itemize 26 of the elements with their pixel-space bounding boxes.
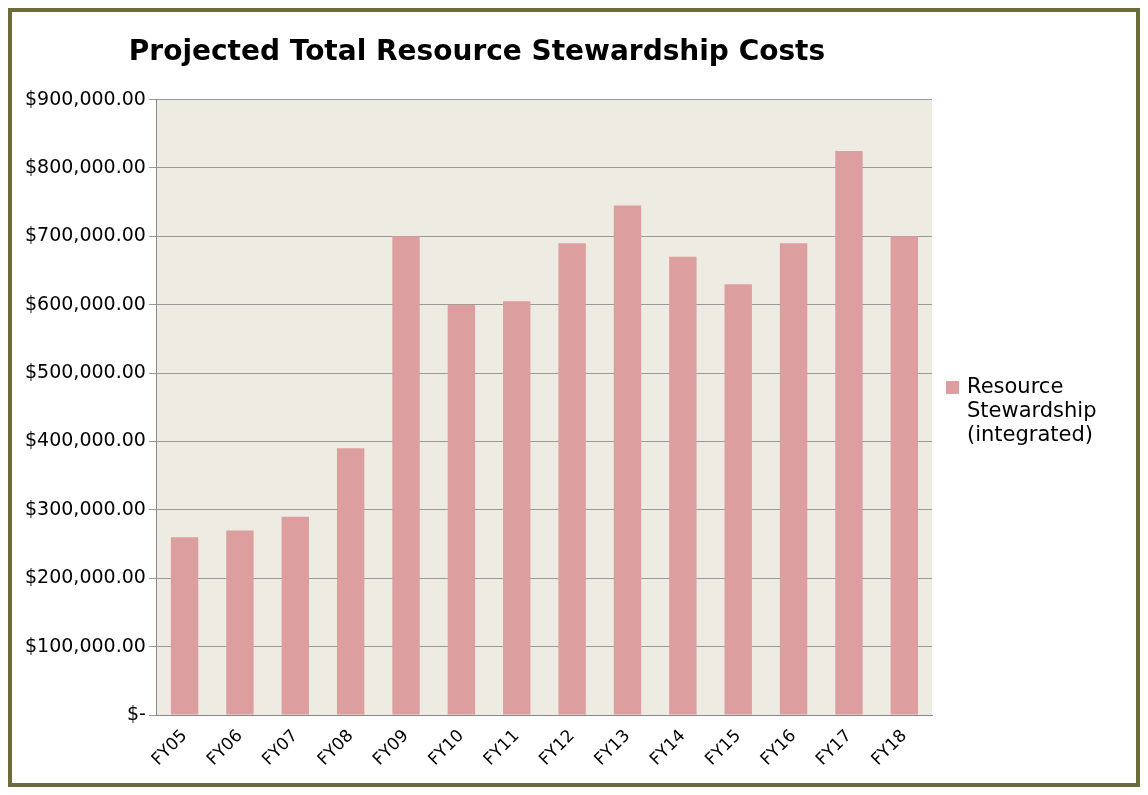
bar: [669, 256, 697, 715]
y-tick-label: $200,000.00: [25, 565, 146, 588]
y-tick-label: $300,000.00: [25, 496, 146, 519]
bar: [724, 284, 752, 715]
bar: [447, 304, 476, 715]
bar: [226, 530, 254, 715]
y-tick-label: $600,000.00: [25, 291, 146, 314]
bar: [558, 243, 586, 715]
bar: [392, 236, 420, 715]
y-tick-label: $100,000.00: [25, 633, 146, 656]
y-tick-label: $-: [126, 701, 146, 724]
legend-label: Resource Stewardship (integrated): [967, 374, 1098, 446]
bar: [170, 537, 199, 715]
y-tick-label: $800,000.00: [25, 154, 146, 177]
chart-title: Projected Total Resource Stewardship Costs: [128, 34, 826, 68]
bar: [336, 448, 365, 715]
bar: [779, 243, 808, 715]
y-tick-label: $500,000.00: [25, 360, 146, 383]
bar: [613, 205, 642, 715]
y-tick-label: $700,000.00: [25, 223, 146, 246]
bar: [503, 301, 531, 715]
y-tick-label: $900,000.00: [25, 86, 146, 109]
bar: [835, 150, 863, 715]
bar: [890, 236, 919, 715]
bar: [281, 516, 309, 715]
y-tick-label: $400,000.00: [25, 428, 146, 451]
